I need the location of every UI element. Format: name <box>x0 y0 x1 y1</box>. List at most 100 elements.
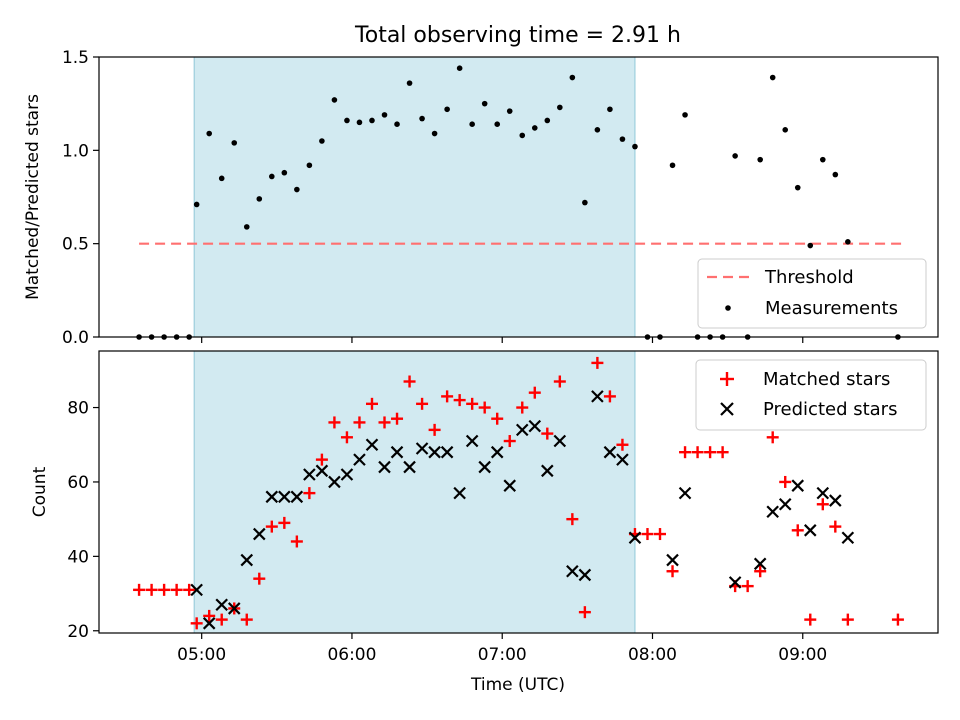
matched-star-marker <box>378 416 391 429</box>
measurement-point <box>206 130 212 137</box>
measurement-point <box>256 196 263 202</box>
bottom-legend-box <box>695 359 927 431</box>
bottom-y-axis-label: Count <box>30 466 50 517</box>
matched-star-marker <box>145 583 158 596</box>
predicted-star-marker <box>678 486 692 500</box>
matched-star-marker <box>466 397 479 410</box>
bottom-legend: Matched stars Predicted stars <box>695 359 927 431</box>
matched-star-marker <box>791 524 804 537</box>
predicted-star-marker <box>415 442 429 455</box>
matched-star-marker <box>891 613 904 626</box>
matched-star-marker <box>290 535 303 548</box>
predicted-star-marker <box>428 445 441 459</box>
measurement-point <box>607 106 613 113</box>
matched-star-marker <box>616 438 629 451</box>
measurement-point <box>306 162 313 169</box>
measurement-point <box>582 199 588 206</box>
bottom-panel: 20 40 60 80 05:00 06:00 07:00 08:00 09:00 Count… <box>30 350 939 695</box>
count-points <box>133 356 904 630</box>
predicted-star-marker <box>440 445 454 459</box>
predicted-star-marker <box>515 423 529 437</box>
matched-star-marker <box>278 516 291 529</box>
predicted-star-marker <box>553 434 567 448</box>
measurement-point <box>406 80 413 86</box>
measurement-point <box>444 106 450 113</box>
matched-star-marker <box>603 390 616 403</box>
matched-star-marker <box>741 580 754 593</box>
measurement-point <box>594 127 601 133</box>
predicted-star-marker <box>328 475 341 489</box>
predicted-star-marker <box>766 505 779 518</box>
top-y-tick-label: 0.0 <box>62 328 89 348</box>
predicted-star-marker <box>303 468 316 481</box>
predicted-star-marker <box>190 583 203 597</box>
matched-star-marker <box>816 498 829 511</box>
matched-star-marker <box>766 431 779 444</box>
measurement-point <box>632 143 638 150</box>
measurement-point <box>732 153 738 159</box>
predicted-star-marker <box>728 576 742 589</box>
matched-star-marker <box>365 397 378 410</box>
measurement-point <box>519 132 526 139</box>
measurement-point <box>569 74 576 81</box>
top-panel: 0.0 0.5 1.0 1.5 Matched/Predicted stars Thr… <box>23 48 939 348</box>
bottom-shaded-span <box>193 350 636 634</box>
matched-star-marker <box>841 613 854 626</box>
top-y-ticks: 0.0 0.5 1.0 1.5 <box>62 48 99 348</box>
matched-star-marker <box>654 528 667 541</box>
matched-star-marker <box>403 375 416 388</box>
predicted-star-marker <box>340 468 354 481</box>
bottom-axes-frame <box>98 350 939 634</box>
bottom-y-tick-label: 40 <box>67 547 89 567</box>
predicted-star-marker <box>290 490 304 504</box>
measurement-point <box>381 112 388 118</box>
matched-star-marker <box>491 412 504 425</box>
predicted-star-marker <box>465 434 479 448</box>
predicted-star-marker <box>353 453 366 466</box>
matched-star-marker <box>328 416 341 429</box>
matched-star-marker <box>804 613 817 626</box>
matched-star-marker <box>303 487 316 500</box>
top-x-ticks <box>201 337 804 343</box>
predicted-star-marker <box>841 531 855 545</box>
top-shaded-span <box>193 56 636 338</box>
measurement-point <box>782 127 789 133</box>
legend-measurement-label: Measurements <box>765 298 898 319</box>
matched-star-marker <box>441 390 454 403</box>
matched-star-marker <box>641 528 654 541</box>
predicted-star-marker <box>603 445 617 459</box>
predicted-star-marker <box>616 453 629 466</box>
bottom-x-tick-label: 06:00 <box>327 645 376 665</box>
matched-star-marker <box>183 583 196 596</box>
top-y-tick-label: 0.5 <box>62 235 89 255</box>
predicted-star-marker <box>778 497 792 511</box>
matched-star-marker <box>416 397 429 410</box>
measurement-point <box>506 108 513 114</box>
matched-star-marker <box>591 356 604 369</box>
predicted-star-marker <box>628 531 642 545</box>
measurement-point <box>531 125 538 131</box>
matched-star-marker <box>133 583 146 596</box>
measurement-point <box>819 156 826 163</box>
matched-star-marker <box>315 453 328 466</box>
predicted-star-marker <box>365 438 379 452</box>
matched-star-marker <box>428 423 441 436</box>
matched-star-marker <box>203 609 216 622</box>
measurement-point <box>218 175 225 182</box>
matched-star-marker <box>265 520 278 533</box>
matched-star-marker <box>578 606 591 619</box>
predicted-star-marker <box>829 494 842 507</box>
chart-title: Total observing time = 2.91 h <box>354 23 681 48</box>
legend-predicted-label: Predicted stars <box>763 399 897 420</box>
predicted-star-marker <box>503 479 517 492</box>
matched-star-marker <box>566 513 579 526</box>
measurement-point <box>319 138 325 144</box>
matched-star-marker <box>516 401 529 414</box>
matched-star-marker <box>691 446 704 459</box>
measurement-point <box>356 119 363 126</box>
predicted-star-marker <box>528 419 542 433</box>
predicted-star-marker <box>803 524 817 537</box>
x-axis-label: Time (UTC) <box>470 675 565 695</box>
top-y-tick-label: 1.5 <box>62 48 89 68</box>
legend-threshold-label: Threshold <box>764 267 854 288</box>
